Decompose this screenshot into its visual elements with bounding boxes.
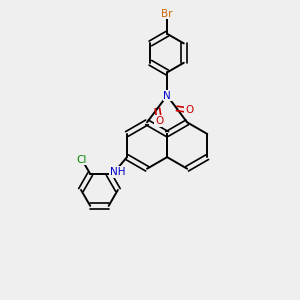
Text: N: N <box>163 91 171 100</box>
Text: Cl: Cl <box>76 154 86 165</box>
Text: NH: NH <box>110 167 125 177</box>
Text: O: O <box>185 105 194 115</box>
Text: Br: Br <box>161 9 173 19</box>
Text: O: O <box>155 116 164 126</box>
